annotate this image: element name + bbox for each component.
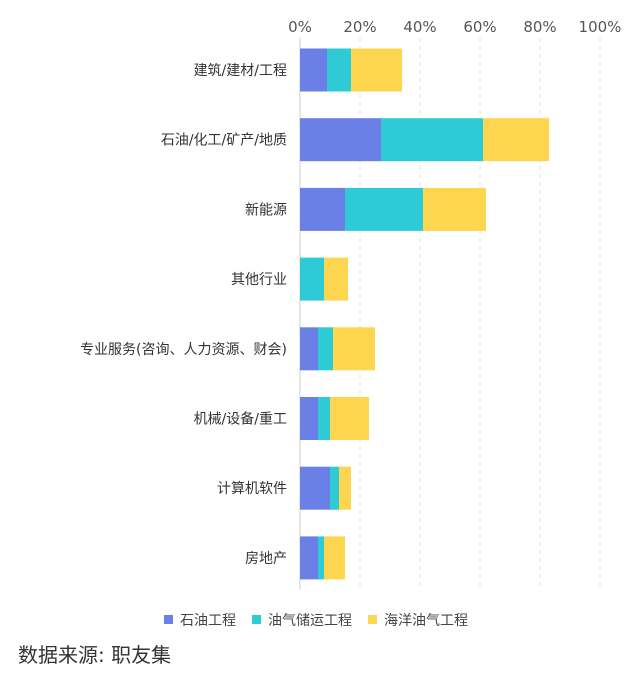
bar-segment xyxy=(351,48,402,92)
bar-segment xyxy=(423,187,486,231)
source-text: 数据来源: 职友集 xyxy=(18,643,171,667)
bar-segment xyxy=(300,257,324,301)
category-label: 机械/设备/重工 xyxy=(194,411,287,428)
bar-segment xyxy=(300,187,345,231)
legend-swatch xyxy=(252,615,261,624)
x-axis-tick-labels: 0% 20% 40% 60% 80% 100% xyxy=(288,18,621,36)
x-tick-label: 100% xyxy=(579,18,622,36)
x-tick-label: 40% xyxy=(403,18,436,36)
bar-segment xyxy=(381,118,483,162)
x-tick-label: 0% xyxy=(288,18,312,36)
category-label: 专业服务(咨询、人力资源、财会) xyxy=(80,342,287,358)
x-tick-label: 60% xyxy=(463,18,496,36)
bar-segment xyxy=(300,397,318,440)
category-label: 新能源 xyxy=(245,202,287,218)
bar-segment xyxy=(483,118,549,162)
legend-label: 油气储运工程 xyxy=(268,613,352,629)
bar-segment xyxy=(324,536,345,580)
x-tick-label: 20% xyxy=(343,18,376,36)
bar-segment xyxy=(300,48,327,92)
bar-segment xyxy=(318,327,333,371)
legend: 石油工程 油气储运工程 海洋油气工程 xyxy=(164,613,468,629)
bar-segment xyxy=(330,466,339,510)
category-label: 石油/化工/矿产/地质 xyxy=(161,133,287,149)
category-label: 房地产 xyxy=(245,551,287,567)
legend-swatch xyxy=(164,615,173,624)
bars xyxy=(300,48,549,580)
bar-segment xyxy=(318,536,324,580)
bar-segment xyxy=(300,536,318,580)
category-label: 建筑/建材/工程 xyxy=(194,63,287,79)
bar-segment xyxy=(300,327,318,371)
bar-segment xyxy=(345,187,423,231)
legend-swatch xyxy=(368,615,377,624)
category-labels: 建筑/建材/工程石油/化工/矿产/地质新能源其他行业专业服务(咨询、人力资源、财… xyxy=(80,63,287,567)
bar-segment xyxy=(324,257,348,301)
bar-segment xyxy=(300,118,381,162)
bar-segment xyxy=(318,397,330,440)
bar-segment xyxy=(333,327,375,371)
category-label: 计算机软件 xyxy=(217,481,287,497)
category-label: 其他行业 xyxy=(231,272,287,288)
bar-segment xyxy=(330,397,369,440)
legend-label: 海洋油气工程 xyxy=(384,613,468,629)
bar-segment xyxy=(327,48,351,92)
legend-label: 石油工程 xyxy=(180,613,236,629)
bar-segment xyxy=(339,466,351,510)
x-tick-label: 80% xyxy=(523,18,556,36)
bar-segment xyxy=(300,466,330,510)
